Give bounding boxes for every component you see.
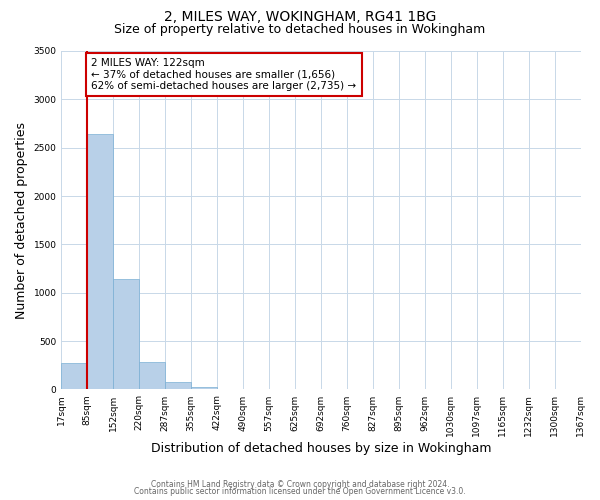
Text: Contains HM Land Registry data © Crown copyright and database right 2024.: Contains HM Land Registry data © Crown c…: [151, 480, 449, 489]
Bar: [191, 386, 217, 390]
Bar: [139, 362, 165, 390]
X-axis label: Distribution of detached houses by size in Wokingham: Distribution of detached houses by size …: [151, 442, 491, 455]
Bar: [88, 134, 113, 390]
Text: Contains public sector information licensed under the Open Government Licence v3: Contains public sector information licen…: [134, 487, 466, 496]
Text: 2, MILES WAY, WOKINGHAM, RG41 1BG: 2, MILES WAY, WOKINGHAM, RG41 1BG: [164, 10, 436, 24]
Text: 2 MILES WAY: 122sqm
← 37% of detached houses are smaller (1,656)
62% of semi-det: 2 MILES WAY: 122sqm ← 37% of detached ho…: [91, 58, 356, 91]
Text: Size of property relative to detached houses in Wokingham: Size of property relative to detached ho…: [115, 22, 485, 36]
Bar: [61, 364, 88, 390]
Bar: [113, 279, 139, 390]
Bar: [165, 382, 191, 390]
Y-axis label: Number of detached properties: Number of detached properties: [15, 122, 28, 318]
